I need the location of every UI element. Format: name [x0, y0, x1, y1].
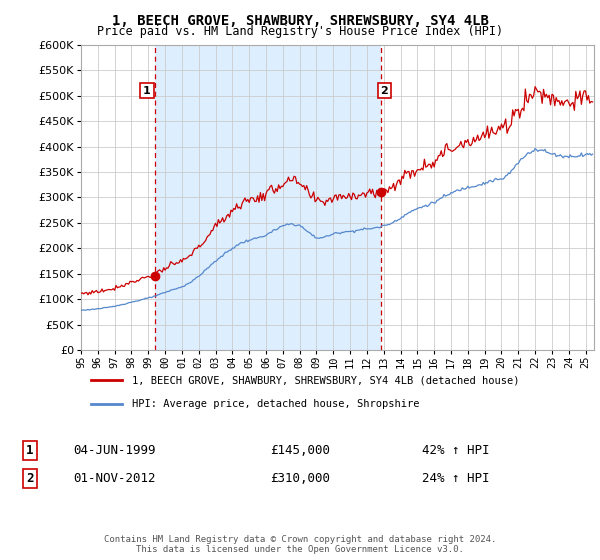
Text: 1: 1 [143, 86, 151, 96]
Text: 1, BEECH GROVE, SHAWBURY, SHREWSBURY, SY4 4LB (detached house): 1, BEECH GROVE, SHAWBURY, SHREWSBURY, SY… [133, 375, 520, 385]
Bar [155, 45, 381, 350]
Text: 01-NOV-2012: 01-NOV-2012 [73, 472, 155, 486]
Text: 24% ↑ HPI: 24% ↑ HPI [422, 472, 490, 486]
Text: 42% ↑ HPI: 42% ↑ HPI [422, 444, 490, 458]
Text: Price paid vs. HM Land Registry's House Price Index (HPI): Price paid vs. HM Land Registry's House … [97, 25, 503, 38]
Text: 2: 2 [380, 86, 388, 96]
Text: 04-JUN-1999: 04-JUN-1999 [73, 444, 155, 458]
Text: 1: 1 [26, 444, 34, 458]
Text: £310,000: £310,000 [270, 472, 330, 486]
Text: 2: 2 [26, 472, 34, 486]
Text: HPI: Average price, detached house, Shropshire: HPI: Average price, detached house, Shro… [133, 399, 420, 409]
Text: £145,000: £145,000 [270, 444, 330, 458]
Text: 1, BEECH GROVE, SHAWBURY, SHREWSBURY, SY4 4LB: 1, BEECH GROVE, SHAWBURY, SHREWSBURY, SY… [112, 14, 488, 28]
Text: Contains HM Land Registry data © Crown copyright and database right 2024.
This d: Contains HM Land Registry data © Crown c… [104, 535, 496, 554]
